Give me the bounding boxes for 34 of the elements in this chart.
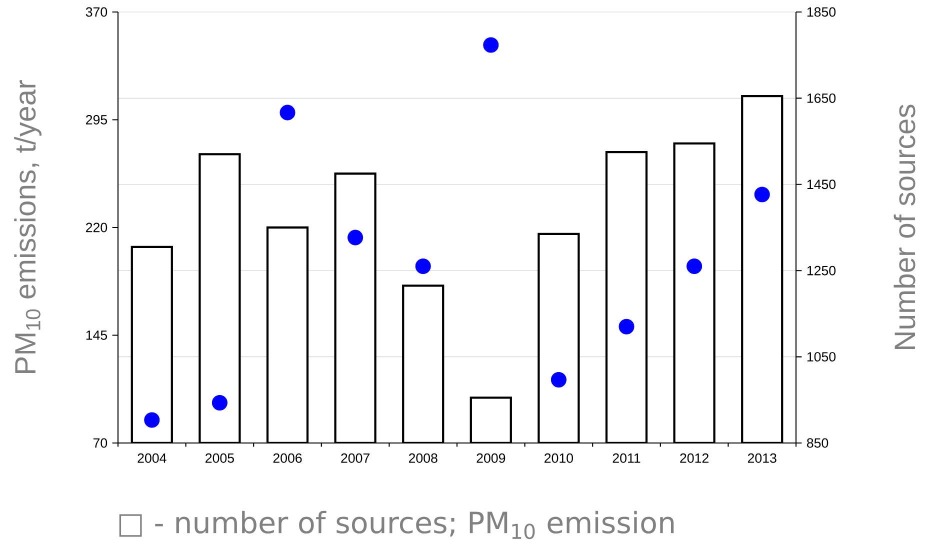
point xyxy=(212,395,228,411)
x-tick-label: 2006 xyxy=(273,453,302,463)
point xyxy=(618,318,634,334)
x-tick-label: 2011 xyxy=(612,453,640,463)
x-tick-label: 2007 xyxy=(341,453,370,463)
x-tick-label: 2004 xyxy=(138,453,166,463)
point xyxy=(754,186,770,202)
y-tick-label: 295 xyxy=(86,115,108,124)
point xyxy=(686,258,702,274)
y2-tick-label: 1850 xyxy=(807,7,836,17)
y2-axis-title: Number of sources xyxy=(894,104,916,349)
y-axis-title: PM$_{10}$ emissions, t/year xyxy=(14,80,42,373)
x-tick-label: 2005 xyxy=(206,453,234,463)
x-tick-label: 2008 xyxy=(408,453,438,463)
x-tick-label: 2013 xyxy=(748,453,776,463)
x-tick-label: 2009 xyxy=(476,453,506,463)
x-tick-label: 2012 xyxy=(680,453,708,463)
point xyxy=(280,104,296,120)
y2-tick-label: 1250 xyxy=(807,266,836,276)
point xyxy=(415,258,431,274)
y-tick-label: 70 xyxy=(93,438,108,448)
point xyxy=(483,37,499,53)
point xyxy=(348,230,364,246)
y-tick-label: 145 xyxy=(86,330,108,340)
x-tick-label: 2010 xyxy=(544,453,574,463)
point xyxy=(144,412,160,428)
y-tick-label: 370 xyxy=(86,7,108,17)
y2-tick-label: 1050 xyxy=(807,352,836,362)
text: □ - number of sources; PM$_{10}$ emission xyxy=(119,510,674,540)
point xyxy=(550,372,566,388)
y2-tick-label: 1650 xyxy=(807,93,836,103)
y2-tick-label: 850 xyxy=(806,438,828,448)
y2-tick-label: 1450 xyxy=(807,180,836,190)
y-tick-label: 220 xyxy=(86,222,108,232)
